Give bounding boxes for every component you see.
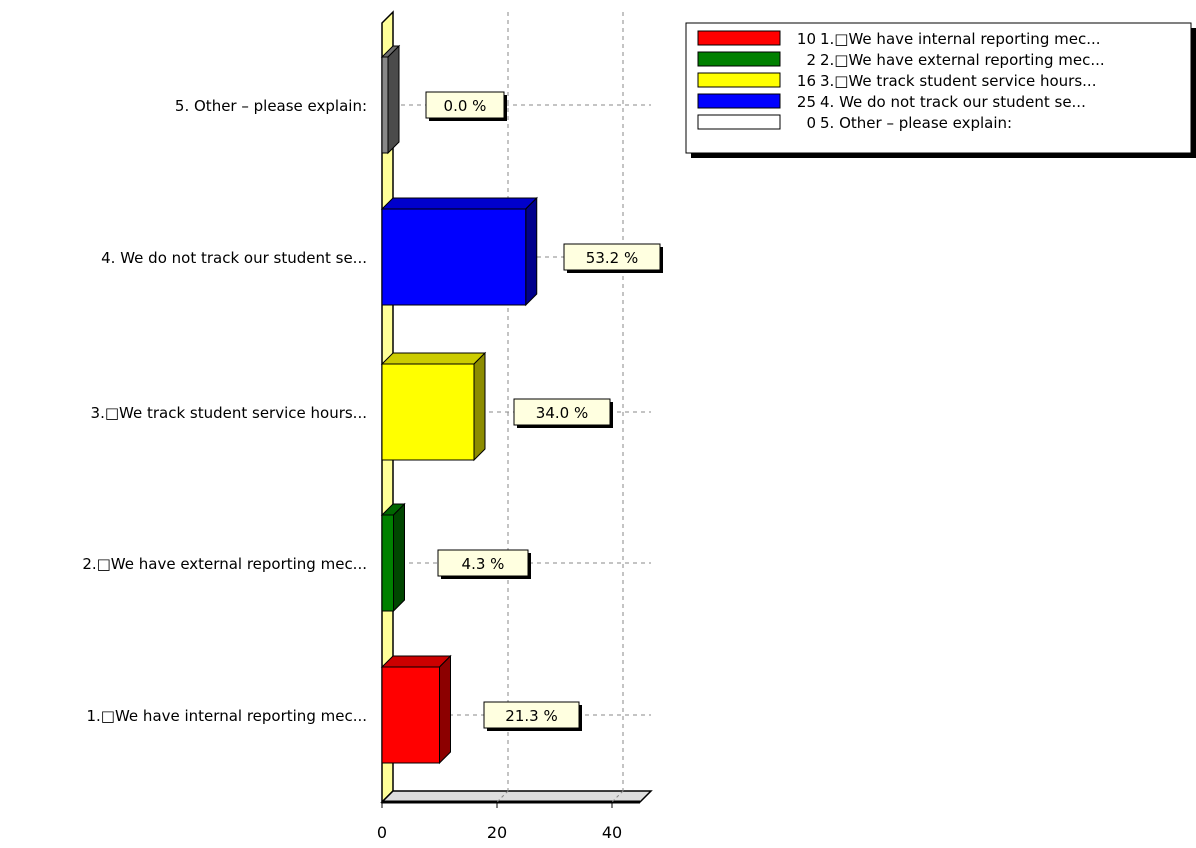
bar-side-face bbox=[473, 351, 486, 462]
bar-side-face bbox=[525, 196, 538, 307]
bar-side-face bbox=[393, 502, 405, 613]
bar bbox=[380, 44, 401, 155]
legend-count: 2 bbox=[806, 51, 816, 69]
value-label: 34.0 % bbox=[513, 398, 613, 428]
bar bbox=[380, 502, 406, 613]
value-label-text: 53.2 % bbox=[586, 249, 638, 267]
bar bbox=[380, 196, 538, 307]
bar-side-face bbox=[387, 44, 400, 155]
value-label-text: 21.3 % bbox=[505, 707, 557, 725]
bar-front-face bbox=[381, 208, 527, 306]
legend-count: 25 bbox=[797, 93, 816, 111]
category-label: 2.□We have external reporting mec... bbox=[82, 555, 367, 573]
legend-label: 5. Other – please explain: bbox=[820, 114, 1012, 132]
x-tick-label: 20 bbox=[487, 823, 507, 842]
bar-top-face bbox=[380, 197, 538, 210]
bar-front-face bbox=[381, 363, 475, 461]
value-label-text: 4.3 % bbox=[462, 555, 505, 573]
legend-label: 2.□We have external reporting mec... bbox=[820, 51, 1105, 69]
value-label: 21.3 % bbox=[483, 701, 582, 731]
category-label: 5. Other – please explain: bbox=[175, 97, 367, 115]
legend-swatch bbox=[697, 93, 781, 109]
gridline-x-floor bbox=[611, 790, 624, 803]
bar-top-face bbox=[380, 352, 487, 365]
legend-count: 0 bbox=[806, 114, 816, 132]
category-label: 3.□We track student service hours... bbox=[91, 404, 367, 422]
legend-swatch bbox=[697, 51, 781, 67]
floor bbox=[380, 790, 653, 803]
category-label: 1.□We have internal reporting mec... bbox=[87, 707, 368, 725]
legend-swatch bbox=[697, 30, 781, 46]
legend-label: 4. We do not track our student se... bbox=[820, 93, 1086, 111]
legend-count: 10 bbox=[797, 30, 816, 48]
bar-top-face bbox=[380, 655, 452, 668]
category-label: 4. We do not track our student se... bbox=[101, 249, 367, 267]
bar bbox=[380, 351, 487, 462]
value-label: 0.0 % bbox=[425, 91, 507, 121]
gridline-x-floor bbox=[496, 790, 509, 803]
value-label-text: 0.0 % bbox=[444, 97, 487, 115]
legend-swatch bbox=[697, 114, 781, 130]
value-label-text: 34.0 % bbox=[536, 404, 588, 422]
x-tick-label: 0 bbox=[377, 823, 387, 842]
legend: 10 1.□We have internal reporting mec...2 2… bbox=[685, 22, 1196, 158]
legend-swatch bbox=[697, 72, 781, 88]
value-labels: 21.3 % 4.3 % 34.0 % 53.2 % 0.0 % bbox=[425, 91, 663, 731]
bar-front-face bbox=[381, 514, 394, 612]
legend-label: 1.□We have internal reporting mec... bbox=[820, 30, 1101, 48]
bar-front-face bbox=[381, 666, 440, 764]
value-label: 4.3 % bbox=[437, 549, 531, 579]
legend-count: 16 bbox=[797, 72, 816, 90]
value-label: 53.2 % bbox=[563, 243, 663, 273]
category-labels: 1.□We have internal reporting mec... 2.□W… bbox=[82, 97, 367, 725]
bar bbox=[380, 654, 452, 765]
x-axis-ticks: 0 20 40 bbox=[377, 802, 622, 842]
bars bbox=[380, 44, 538, 765]
x-tick-label: 40 bbox=[602, 823, 622, 842]
legend-label: 3.□We track student service hours... bbox=[820, 72, 1096, 90]
bar-side-face bbox=[439, 654, 451, 765]
bar-front-face bbox=[381, 56, 389, 154]
